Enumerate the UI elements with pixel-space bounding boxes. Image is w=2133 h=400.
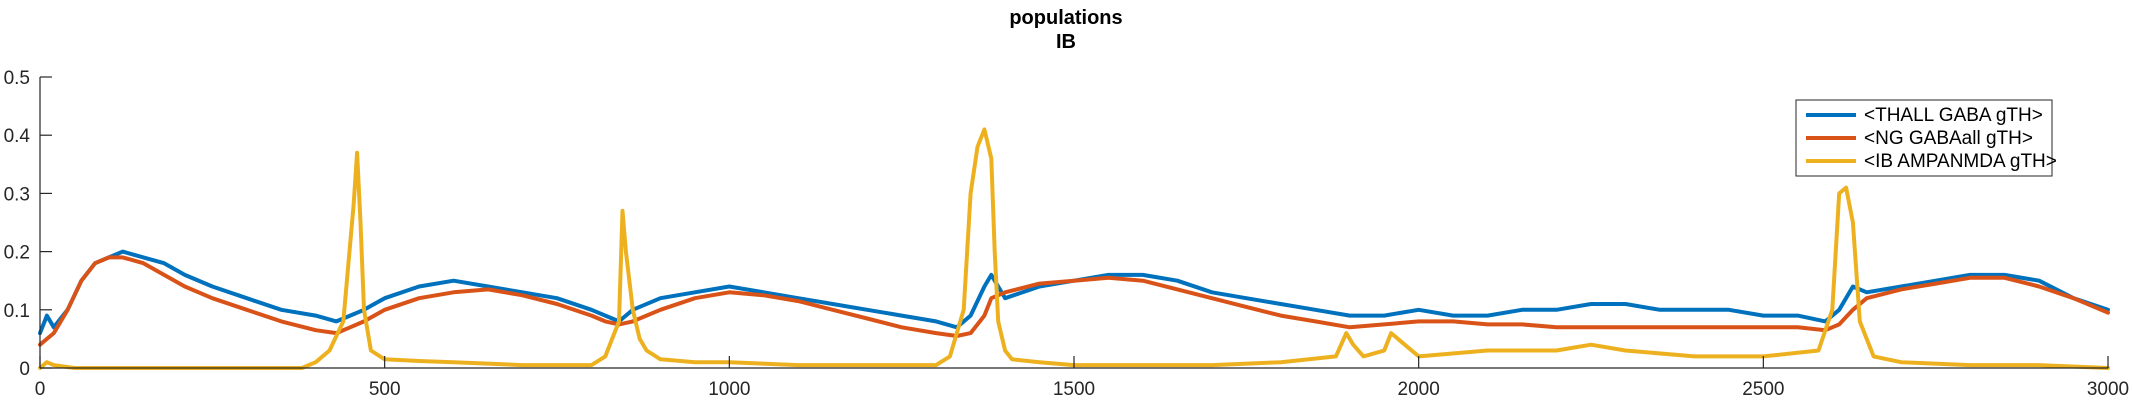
x-tick-label: 2500	[1742, 379, 1784, 400]
y-tick-label: 0.4	[4, 126, 31, 147]
x-tick-label: 1500	[1053, 379, 1095, 400]
y-tick-label: 0.3	[4, 184, 30, 205]
legend-label: <NG GABAall gTH>	[1864, 128, 2033, 149]
x-tick-label: 0	[35, 379, 46, 400]
y-tick-label: 0.5	[4, 68, 30, 89]
legend-label: <IB AMPANMDA gTH>	[1864, 151, 2057, 172]
y-tick-label: 0	[19, 359, 30, 380]
series-line-3	[38, 127, 2110, 370]
x-tick-label: 1000	[708, 379, 750, 400]
legend: <THALL GABA gTH><NG GABAall gTH><IB AMPA…	[1795, 99, 2057, 177]
plot-area	[40, 77, 2108, 368]
axes-layer: 0 500 1000 1500 2000 2500 3000 0 0.1 0.2 0.3 0.4 0.5	[4, 68, 2130, 400]
x-tick-label: 3000	[2087, 379, 2129, 400]
x-tick-label: 2000	[1398, 379, 1440, 400]
y-tick-label: 0.2	[4, 243, 30, 264]
legend-label: <THALL GABA gTH>	[1864, 105, 2043, 126]
series-line-1	[38, 249, 2110, 336]
series-layer	[38, 127, 2110, 370]
x-tick-label: 500	[369, 379, 401, 400]
series-line-2	[38, 255, 2110, 347]
chart-subtitle: IB	[1056, 31, 1076, 53]
y-tick-label: 0.1	[4, 301, 30, 322]
chart-title: populations	[1009, 7, 1122, 29]
